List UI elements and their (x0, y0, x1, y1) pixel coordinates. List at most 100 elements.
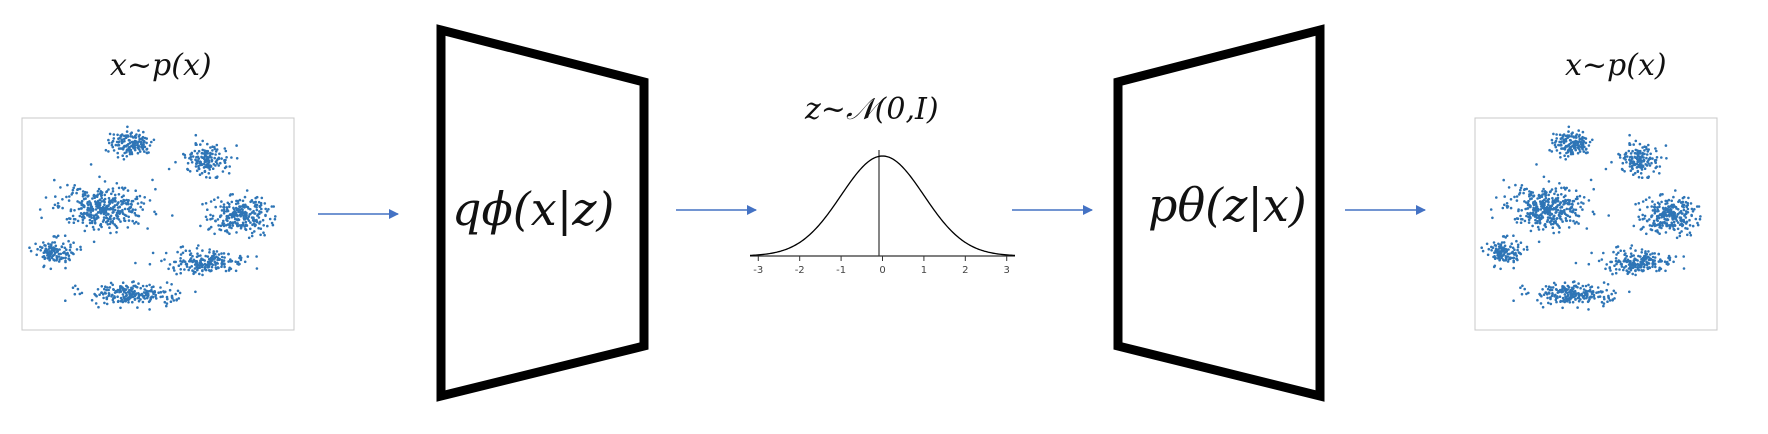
scatter-point (1615, 253, 1618, 256)
scatter-point (1541, 200, 1544, 203)
scatter-point (172, 267, 175, 270)
scatter-point (1652, 219, 1656, 223)
scatter-point (56, 234, 60, 238)
scatter-point (186, 168, 190, 172)
scatter-point (1573, 284, 1576, 288)
scatter-point (1565, 151, 1568, 155)
scatter-point (148, 308, 151, 311)
scatter-point (142, 202, 146, 205)
scatter-point (121, 300, 125, 304)
scatter-point (1623, 266, 1626, 269)
scatter-point (1646, 205, 1649, 209)
scatter-point (128, 152, 132, 156)
scatter-point (142, 130, 145, 134)
scatter-point (100, 285, 104, 288)
scatter-point (209, 200, 213, 203)
scatter-point (1507, 258, 1510, 261)
scatter-point (1576, 202, 1580, 205)
scatter-point (201, 273, 204, 277)
scatter-point (1547, 209, 1550, 213)
scatter-point (1536, 209, 1540, 212)
scatter-point (1657, 209, 1660, 213)
scatter-point (1651, 265, 1654, 269)
scatter-point (122, 158, 126, 161)
scatter-point (64, 252, 67, 255)
scatter-point (190, 265, 193, 268)
scatter-point (1562, 298, 1566, 302)
scatter-point (165, 281, 169, 284)
scatter-point (1552, 231, 1555, 235)
scatter-point (1670, 204, 1673, 208)
scatter-point (121, 208, 124, 212)
scatter-point (1672, 220, 1676, 224)
scatter-point (1569, 293, 1573, 297)
scatter-point (103, 301, 106, 305)
scatter-point (191, 269, 194, 272)
scatter-point (92, 215, 96, 218)
scatter-point (104, 214, 108, 217)
scatter-point (1682, 219, 1685, 223)
scatter-point (105, 302, 109, 306)
scatter-point (90, 298, 94, 302)
scatter-point (142, 291, 146, 294)
scatter-point (191, 155, 195, 158)
scatter-point (1525, 292, 1528, 296)
scatter-point (1618, 268, 1621, 271)
scatter-point (1577, 135, 1581, 138)
scatter-point (1558, 214, 1561, 218)
scatter-point (1515, 199, 1519, 202)
scatter-point (112, 300, 115, 304)
scatter-point (1528, 205, 1532, 208)
scatter-point (1518, 191, 1522, 195)
scatter-point (1663, 221, 1667, 225)
scatter-point (127, 148, 130, 152)
scatter-point (1504, 254, 1508, 258)
scatter-point (230, 156, 233, 159)
scatter-point (1643, 254, 1647, 258)
scatter-point (1636, 259, 1639, 262)
scatter-point (1519, 252, 1523, 256)
scatter-point (1687, 196, 1690, 200)
scatter-point (131, 199, 135, 203)
scatter-point (1573, 290, 1577, 293)
scatter-point (115, 203, 119, 206)
scatter-point (91, 197, 94, 200)
scatter-point (72, 217, 76, 221)
scatter-point (65, 195, 68, 199)
scatter-point (1569, 298, 1572, 301)
scatter-point (264, 207, 268, 211)
scatter-point (1520, 217, 1523, 221)
scatter-point (119, 147, 122, 150)
scatter-point (1561, 134, 1565, 137)
scatter-point (1634, 156, 1637, 159)
scatter-point (1527, 221, 1531, 224)
scatter-point (138, 150, 142, 153)
scatter-point (1502, 178, 1505, 182)
scatter-point (1558, 151, 1562, 155)
scatter-point (1535, 216, 1539, 220)
scatter-point (107, 196, 111, 200)
scatter-point (220, 262, 223, 265)
scatter-point (105, 208, 108, 211)
scatter-point (176, 250, 179, 254)
scatter-point (136, 202, 140, 205)
scatter-point (1506, 206, 1509, 209)
scatter-point (1582, 140, 1586, 143)
scatter-point (1665, 214, 1668, 218)
scatter-point (1629, 268, 1633, 272)
scatter-point (132, 284, 135, 288)
scatter-point (128, 210, 131, 213)
scatter-point (209, 165, 212, 168)
scatter-point (69, 209, 73, 213)
scatter-point (1628, 162, 1632, 165)
scatter-point (1574, 293, 1578, 297)
scatter-point (1523, 188, 1526, 191)
scatter-point (1631, 266, 1635, 270)
scatter-point (1628, 158, 1631, 162)
scatter-point (130, 295, 133, 299)
scatter-point (1634, 148, 1638, 152)
scatter-point (1525, 214, 1528, 218)
scatter-point (127, 199, 130, 202)
scatter-point (220, 265, 223, 269)
scatter-point (136, 151, 140, 155)
